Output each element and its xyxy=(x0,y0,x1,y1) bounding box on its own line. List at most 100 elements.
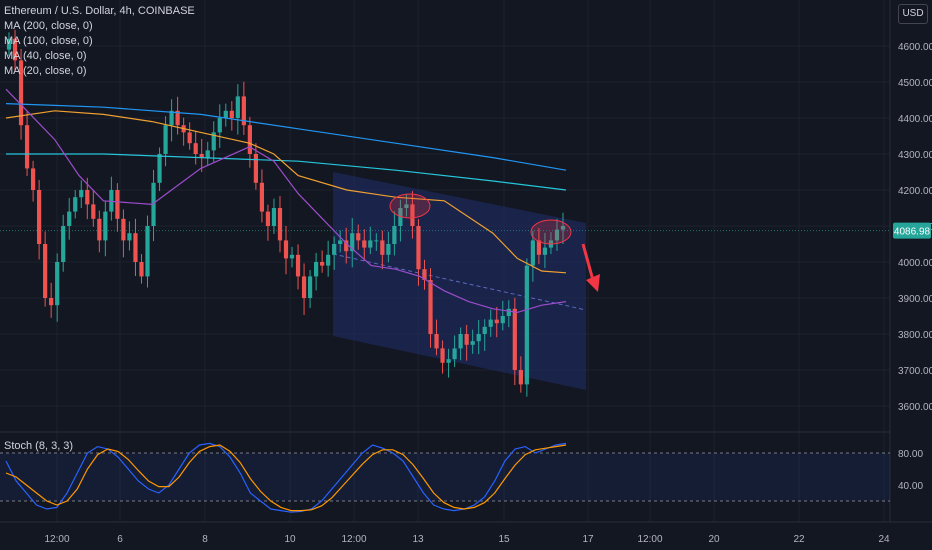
candle xyxy=(494,319,499,324)
candle xyxy=(271,208,277,226)
candle xyxy=(428,280,433,334)
candle xyxy=(470,341,475,345)
candle xyxy=(151,182,156,226)
price-badge xyxy=(893,222,931,239)
candle xyxy=(205,150,210,158)
x-tick-label: 10 xyxy=(284,534,296,545)
candle xyxy=(530,240,535,266)
candle xyxy=(506,308,511,316)
candle xyxy=(350,233,355,252)
candle xyxy=(61,226,66,262)
candle xyxy=(139,262,144,277)
candle xyxy=(380,240,385,255)
y-tick-label: 4500.00 xyxy=(898,78,932,89)
candle xyxy=(247,125,252,154)
candle xyxy=(536,240,542,255)
candle xyxy=(307,276,313,298)
candle xyxy=(187,132,192,144)
y-tick-label: 4400.00 xyxy=(898,114,932,125)
candle xyxy=(97,218,102,241)
candle xyxy=(30,168,36,190)
stoch-tick-label: 80.00 xyxy=(898,449,923,460)
candle xyxy=(289,254,295,259)
candle xyxy=(157,154,162,183)
candle xyxy=(410,204,415,226)
candle xyxy=(91,204,96,219)
candle xyxy=(67,211,72,226)
candle xyxy=(458,334,463,349)
candle xyxy=(6,38,12,50)
candle xyxy=(464,334,469,345)
candle xyxy=(73,197,78,212)
currency-badge[interactable]: USD xyxy=(898,4,928,24)
candle xyxy=(253,154,258,183)
ma200-line xyxy=(6,153,567,191)
legend-ma20[interactable]: MA (20, close, 0) xyxy=(4,65,87,77)
candle xyxy=(476,334,481,342)
candle xyxy=(338,240,343,244)
current-price-label: 4086.98 xyxy=(894,227,931,238)
candle xyxy=(18,60,24,126)
x-tick-label: 12:00 xyxy=(44,534,69,545)
y-tick-label: 4300.00 xyxy=(898,150,932,161)
candle xyxy=(133,233,138,262)
candle xyxy=(235,96,240,118)
candle xyxy=(199,154,204,158)
candle xyxy=(314,262,319,277)
candle xyxy=(362,240,367,248)
x-tick-label: 15 xyxy=(498,534,510,545)
y-tick-label: 3700.00 xyxy=(898,366,932,377)
legend-ma40[interactable]: MA (40, close, 0) xyxy=(4,50,87,62)
x-tick-label: 24 xyxy=(878,534,890,545)
candle xyxy=(374,240,379,242)
candle xyxy=(295,254,301,277)
candle xyxy=(440,348,445,363)
candle xyxy=(223,110,228,118)
candle xyxy=(392,226,397,244)
descending-channel xyxy=(333,172,586,390)
candle xyxy=(229,110,234,118)
candle xyxy=(175,110,180,126)
x-tick-label: 20 xyxy=(708,534,720,545)
x-tick-label: 12:00 xyxy=(637,534,662,545)
stoch-k-line xyxy=(5,442,567,513)
candle xyxy=(24,125,30,169)
candle xyxy=(211,132,216,151)
candle xyxy=(121,218,126,241)
candle xyxy=(241,96,246,126)
candle xyxy=(37,190,42,244)
down-arrow-head xyxy=(586,274,600,292)
candle xyxy=(560,226,566,230)
legend-ma100[interactable]: MA (100, close, 0) xyxy=(4,35,93,47)
candle xyxy=(12,38,18,61)
candle xyxy=(344,240,349,252)
candle xyxy=(127,233,132,241)
candle xyxy=(434,334,439,349)
candle xyxy=(115,190,120,219)
y-tick-label: 3900.00 xyxy=(898,294,932,305)
candle xyxy=(554,229,560,241)
candle xyxy=(416,226,421,270)
stoch-band xyxy=(0,453,890,501)
candle xyxy=(55,262,60,306)
candle xyxy=(103,211,108,241)
candle xyxy=(169,110,174,126)
channel-midline xyxy=(332,253,587,311)
legend-title: Ethereum / U.S. Dollar, 4h, COINBASE xyxy=(4,5,195,17)
down-arrow xyxy=(581,243,596,285)
candle xyxy=(265,211,271,226)
x-tick-label: 12:00 xyxy=(341,534,366,545)
stoch-label[interactable]: Stoch (8, 3, 3) xyxy=(4,440,74,452)
candle xyxy=(49,298,54,306)
candle xyxy=(524,265,529,385)
candle xyxy=(79,190,84,198)
legend-ma200[interactable]: MA (200, close, 0) xyxy=(4,20,93,32)
ma40-line xyxy=(5,110,567,274)
chart-legend: Ethereum / U.S. Dollar, 4h, COINBASE MA … xyxy=(4,4,195,79)
candle xyxy=(356,233,361,241)
high-marker xyxy=(389,193,431,219)
stoch-d-line xyxy=(5,444,567,512)
y-tick-label: 3800.00 xyxy=(898,330,932,341)
x-tick-label: 17 xyxy=(582,534,594,545)
